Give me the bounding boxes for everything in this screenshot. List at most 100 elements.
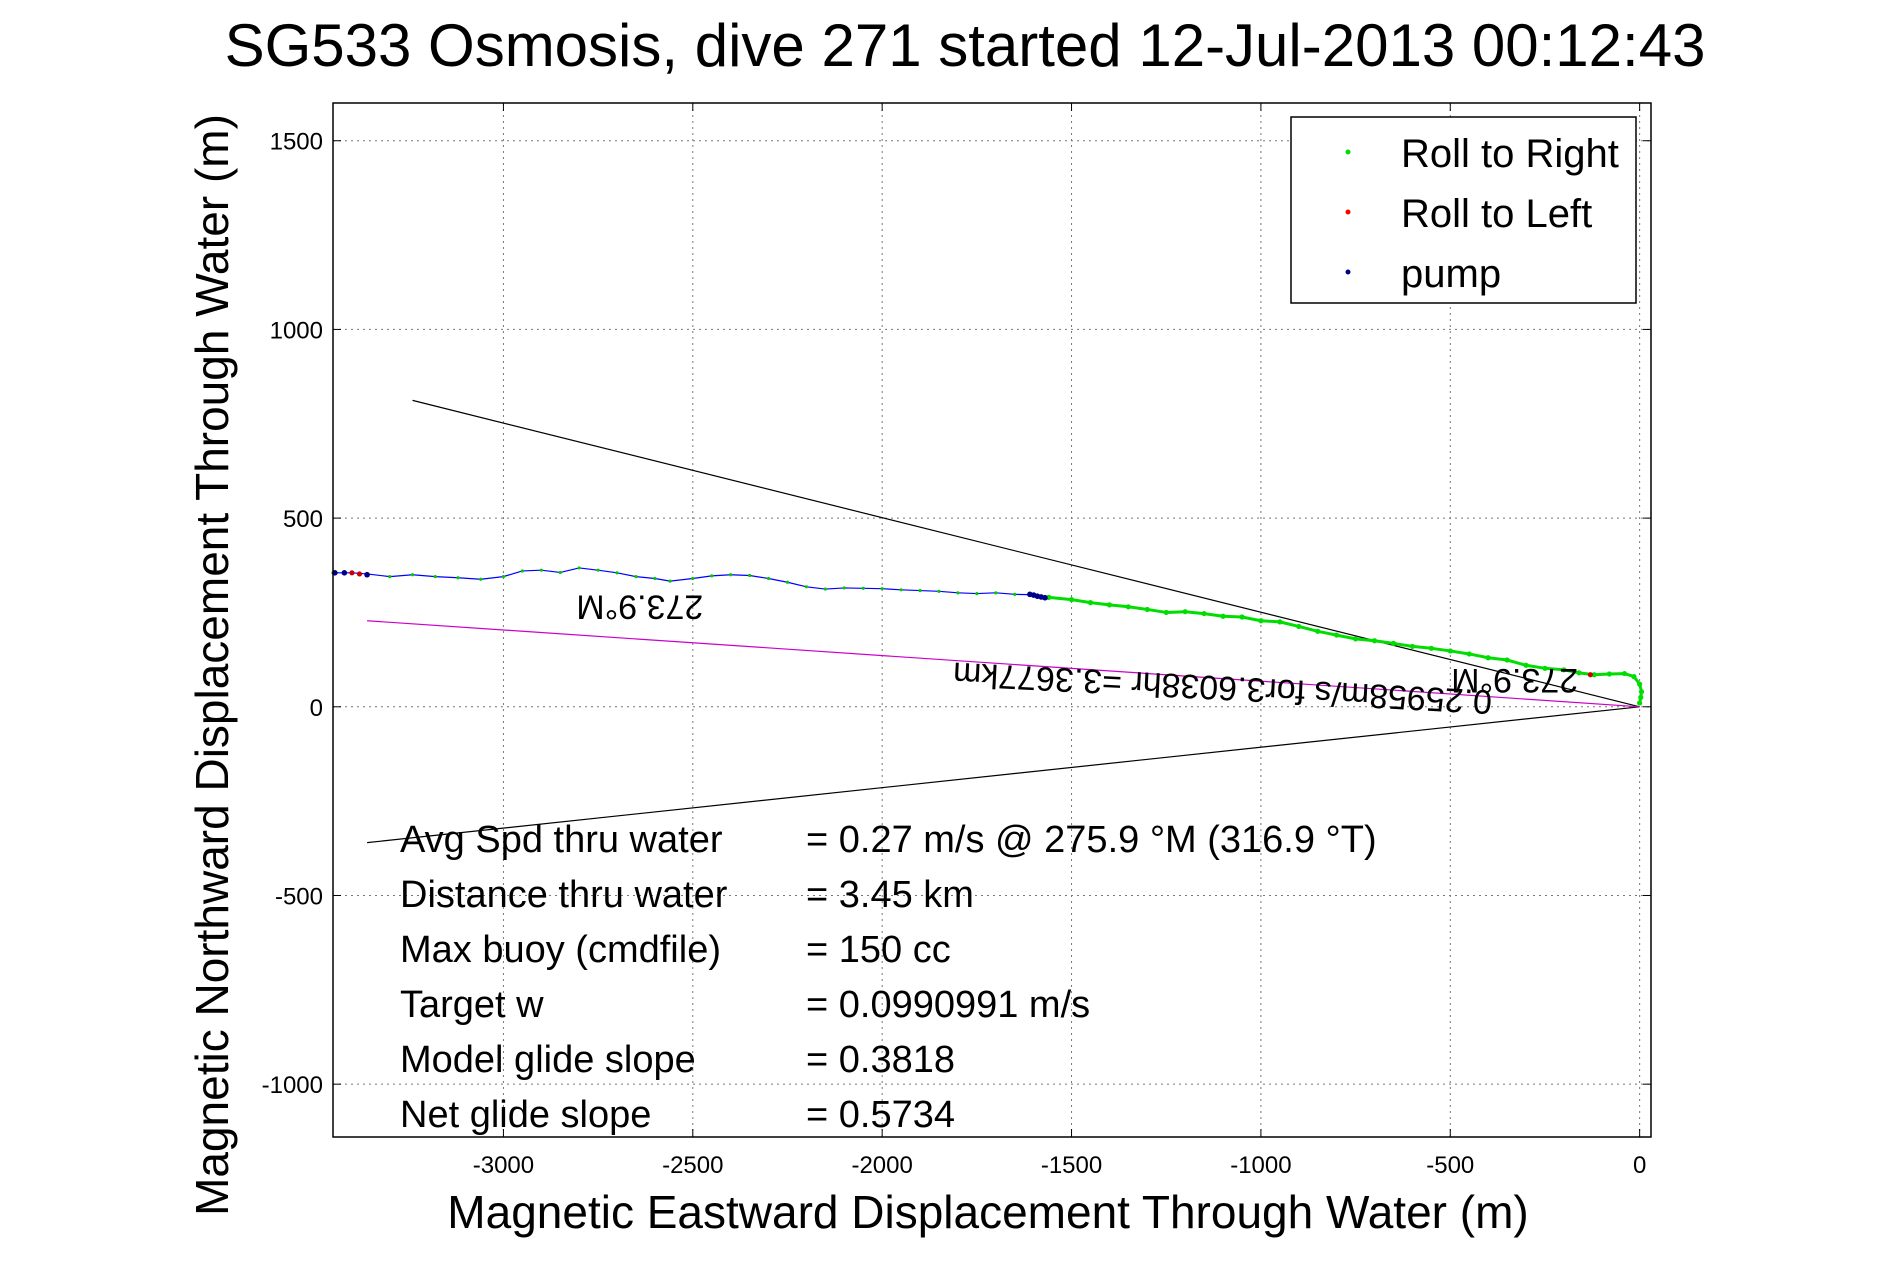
data-point bbox=[1277, 619, 1283, 625]
legend-marker bbox=[1345, 209, 1351, 215]
data-point bbox=[1239, 614, 1245, 620]
stat-value: = 3.45 km bbox=[806, 874, 974, 916]
roll-left-point bbox=[1587, 672, 1594, 678]
data-point bbox=[842, 586, 846, 590]
legend-items: Roll to Right Roll to Left pump bbox=[1345, 132, 1619, 296]
data-point bbox=[766, 576, 771, 581]
data-point bbox=[1606, 671, 1612, 677]
data-point bbox=[1638, 694, 1644, 700]
stat-label: Max buoy (cmdfile) bbox=[400, 929, 721, 971]
data-point bbox=[615, 571, 619, 575]
legend-label: Roll to Right bbox=[1401, 132, 1619, 176]
y-tick-label: 1000 bbox=[270, 317, 323, 344]
data-point bbox=[823, 587, 827, 591]
stat-value: = 0.3818 bbox=[806, 1039, 955, 1081]
data-point bbox=[937, 589, 941, 593]
reference-line bbox=[367, 706, 1640, 844]
data-point bbox=[880, 587, 884, 591]
legend-label: pump bbox=[1401, 252, 1501, 296]
data-point bbox=[577, 566, 581, 570]
x-tick-label: -2500 bbox=[662, 1152, 723, 1179]
data-point bbox=[1013, 592, 1017, 596]
data-point bbox=[748, 573, 752, 578]
stat-label: Model glide slope bbox=[400, 1039, 696, 1081]
data-point bbox=[1106, 602, 1113, 608]
data-point bbox=[1201, 610, 1207, 617]
x-tick-label: -3000 bbox=[473, 1152, 534, 1179]
data-point bbox=[668, 579, 672, 583]
stat-value: = 0.27 m/s @ 275.9 °M (316.9 °T) bbox=[806, 819, 1377, 861]
legend-label: Roll to Left bbox=[1401, 192, 1592, 236]
stats-block: Avg Spd thru water = 0.27 m/s @ 275.9 °M … bbox=[400, 819, 1377, 1136]
reference-line bbox=[412, 399, 1640, 708]
x-tick-label: 0 bbox=[1633, 1152, 1646, 1179]
x-tick-label: -2000 bbox=[851, 1152, 912, 1179]
legend-marker bbox=[1345, 149, 1351, 155]
data-point bbox=[456, 576, 460, 580]
data-point bbox=[1352, 636, 1359, 642]
data-point bbox=[596, 568, 600, 572]
data-point bbox=[785, 580, 790, 584]
data-point bbox=[1125, 604, 1131, 610]
data-point bbox=[691, 576, 695, 581]
y-tick-label: 500 bbox=[283, 506, 323, 533]
y-tick-label: 1500 bbox=[270, 129, 323, 156]
data-point bbox=[994, 591, 998, 595]
data-point bbox=[1315, 628, 1321, 634]
data-point bbox=[1576, 670, 1582, 676]
data-point bbox=[388, 575, 392, 579]
data-point bbox=[1466, 651, 1472, 657]
data-point bbox=[861, 586, 865, 590]
data-point bbox=[918, 588, 922, 593]
data-point bbox=[653, 576, 657, 581]
data-point bbox=[1504, 657, 1510, 663]
data-point bbox=[558, 570, 562, 575]
stat-label: Avg Spd thru water bbox=[400, 819, 723, 861]
data-point bbox=[634, 575, 638, 579]
data-point bbox=[1087, 600, 1094, 606]
data-point bbox=[1163, 609, 1169, 616]
data-point bbox=[1258, 618, 1264, 624]
data-point bbox=[520, 569, 524, 573]
reference-line bbox=[367, 620, 1640, 708]
data-point bbox=[479, 577, 483, 581]
data-point bbox=[1296, 623, 1302, 630]
data-point bbox=[1220, 613, 1226, 619]
data-point bbox=[729, 573, 733, 577]
x-axis-title: Magnetic Eastward Displacement Through W… bbox=[447, 1186, 1528, 1238]
data-point bbox=[1638, 689, 1645, 695]
data-point bbox=[1068, 597, 1075, 603]
data-point bbox=[1144, 606, 1150, 613]
data-point bbox=[1637, 700, 1643, 706]
data-point bbox=[1485, 655, 1491, 661]
stat-label: Target w bbox=[400, 984, 544, 1026]
direction-annotation: 273.9°M bbox=[576, 587, 703, 625]
data-point bbox=[1631, 674, 1637, 680]
data-point bbox=[1390, 640, 1397, 646]
data-point bbox=[501, 575, 506, 579]
chart-title: SG533 Osmosis, dive 271 started 12-Jul-2… bbox=[225, 12, 1706, 79]
pump-point bbox=[1042, 594, 1048, 601]
data-point bbox=[539, 568, 543, 572]
data-point bbox=[1637, 681, 1643, 687]
legend-marker bbox=[1345, 269, 1351, 275]
direction-annotation: 273.9°M bbox=[1451, 661, 1578, 699]
stat-value: = 0.0990991 m/s bbox=[806, 984, 1090, 1026]
data-point bbox=[1561, 667, 1567, 673]
data-point bbox=[1621, 670, 1628, 677]
data-point bbox=[1334, 632, 1340, 638]
pump-point bbox=[341, 570, 348, 576]
y-tick-label: -500 bbox=[275, 883, 323, 910]
tick-labels: -3000 -2500 -2000 -1500 -1000 -500 0 -1000 -500 0… bbox=[262, 103, 1651, 1179]
y-tick-label: -1000 bbox=[262, 1072, 323, 1099]
y-tick-label: 0 bbox=[310, 695, 323, 722]
data-point bbox=[899, 588, 903, 592]
stat-value: = 150 cc bbox=[806, 929, 951, 971]
stat-label: Net glide slope bbox=[400, 1094, 651, 1136]
stat-value: = 0.5734 bbox=[806, 1094, 955, 1136]
data-point bbox=[956, 591, 960, 595]
marker-layer bbox=[331, 566, 1645, 706]
roll-left-point bbox=[349, 570, 355, 576]
data-point bbox=[975, 591, 979, 596]
